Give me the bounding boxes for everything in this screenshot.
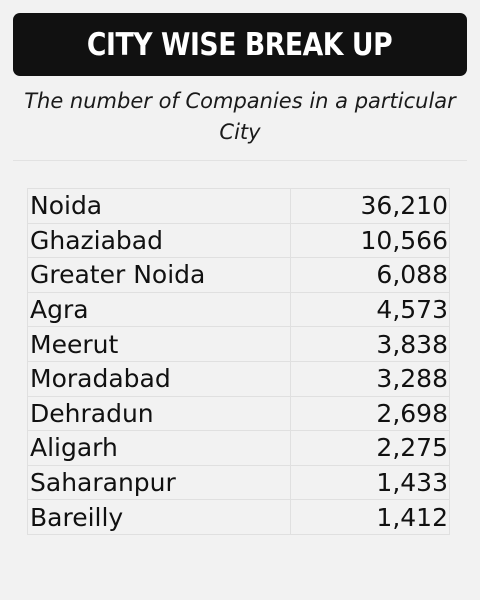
company-count-cell: 2,698	[290, 395, 450, 432]
divider	[13, 160, 467, 161]
company-count-cell: 1,412	[290, 499, 450, 535]
company-count-cell: 10,566	[290, 222, 450, 259]
city-name-cell: Bareilly	[27, 499, 291, 535]
table-row: Moradabad 3,288	[27, 360, 450, 397]
city-name-cell: Saharanpur	[27, 464, 291, 501]
city-name-cell: Greater Noida	[27, 257, 291, 293]
city-name-cell: Noida	[27, 188, 291, 224]
city-table: Noida 36,210 Ghaziabad 10,566 Greater Noida 6…	[27, 188, 450, 535]
table-row: Agra 4,573	[27, 291, 450, 328]
title-banner: CITY WISE BREAK UP	[13, 13, 467, 76]
table-row: Bareilly 1,412	[27, 499, 450, 535]
table-row: Saharanpur 1,433	[27, 464, 450, 501]
table-row: Noida 36,210	[27, 188, 450, 224]
company-count-cell: 3,288	[290, 360, 450, 397]
company-count-cell: 2,275	[290, 430, 450, 466]
city-table-body: Noida 36,210 Ghaziabad 10,566 Greater Noida 6…	[27, 188, 450, 535]
page-title: CITY WISE BREAK UP	[87, 26, 393, 63]
city-name-cell: Moradabad	[27, 360, 291, 397]
company-count-cell: 36,210	[290, 188, 450, 224]
table-row: Meerut 3,838	[27, 326, 450, 362]
company-count-cell: 4,573	[290, 291, 450, 328]
table-row: Dehradun 2,698	[27, 395, 450, 432]
city-name-cell: Agra	[27, 291, 291, 328]
city-name-cell: Dehradun	[27, 395, 291, 432]
page-subtitle: The number of Companies in a particular …	[24, 89, 456, 144]
city-name-cell: Meerut	[27, 326, 291, 362]
company-count-cell: 3,838	[290, 326, 450, 362]
table-row: Greater Noida 6,088	[27, 257, 450, 293]
table-row: Aligarh 2,275	[27, 430, 450, 466]
city-name-cell: Aligarh	[27, 430, 291, 466]
company-count-cell: 6,088	[290, 257, 450, 293]
city-name-cell: Ghaziabad	[27, 222, 291, 259]
company-count-cell: 1,433	[290, 464, 450, 501]
table-row: Ghaziabad 10,566	[27, 222, 450, 259]
